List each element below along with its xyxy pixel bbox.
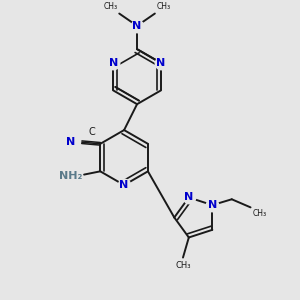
Text: N: N <box>156 58 166 68</box>
Text: C: C <box>89 127 96 137</box>
Text: N: N <box>119 180 129 190</box>
Text: CH₃: CH₃ <box>103 2 118 11</box>
Text: CH₃: CH₃ <box>175 261 191 270</box>
Text: CH₃: CH₃ <box>157 2 171 11</box>
Text: N: N <box>109 58 118 68</box>
Text: N: N <box>208 200 217 210</box>
Text: CH₃: CH₃ <box>252 209 266 218</box>
Text: N: N <box>66 137 76 147</box>
Text: NH₂: NH₂ <box>59 171 82 181</box>
Text: N: N <box>132 21 142 31</box>
Text: N: N <box>184 193 194 202</box>
